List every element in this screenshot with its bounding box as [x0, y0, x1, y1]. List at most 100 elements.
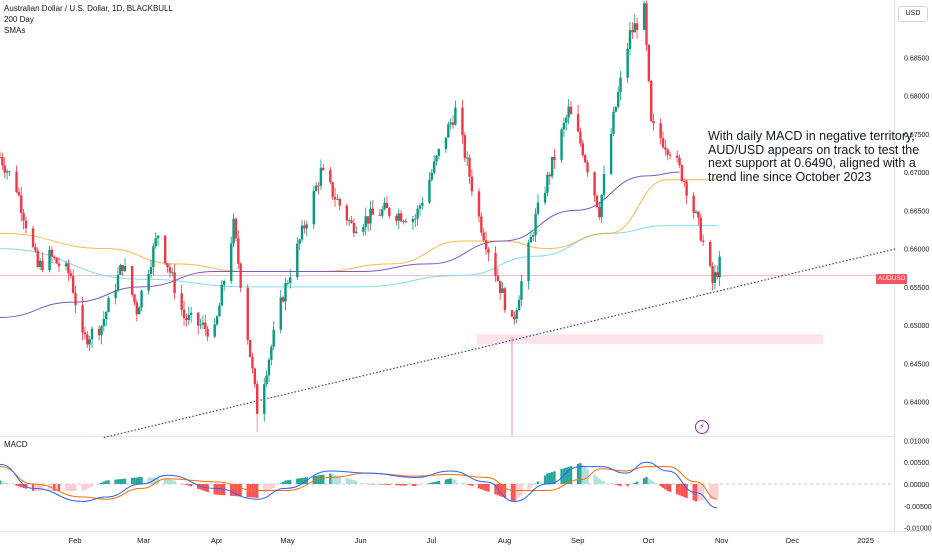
candle-body — [461, 107, 464, 136]
candle-body — [152, 246, 155, 268]
candle-body — [199, 324, 202, 326]
candle-body — [355, 231, 358, 233]
macd-histogram-bar — [0, 480, 2, 484]
candle-body — [201, 322, 205, 325]
candle-body — [494, 252, 497, 276]
candle-body — [569, 106, 573, 115]
macd-histogram-bar — [628, 484, 632, 486]
macd-histogram-bar — [199, 484, 202, 490]
macd-histogram-bar — [496, 484, 500, 496]
macd-histogram-bar — [22, 484, 25, 488]
candle-body — [338, 199, 341, 206]
price-tick-label: 0.65000 — [904, 323, 929, 330]
candle-body — [24, 220, 28, 229]
candle-body — [147, 273, 150, 291]
macd-histogram-bar — [187, 484, 190, 486]
macd-histogram-bar — [388, 484, 391, 485]
currency-button[interactable]: USD — [898, 6, 928, 22]
macd-panel-label[interactable]: MACD — [4, 440, 28, 449]
macd-histogram-bar — [583, 466, 587, 484]
macd-histogram-bar — [88, 484, 91, 488]
time-tick-label: Nov — [715, 536, 729, 545]
macd-histogram-bar — [461, 482, 464, 484]
candle-body — [352, 222, 356, 233]
indicator-200-day[interactable]: 200 Day — [4, 15, 34, 24]
macd-histogram-bar — [546, 473, 549, 484]
macd-histogram-bar — [182, 484, 186, 485]
macd-histogram-bar — [614, 484, 618, 485]
price-tick-label: 0.68500 — [904, 55, 929, 62]
macd-histogram-bar — [470, 484, 474, 486]
macd-histogram-bar — [338, 476, 341, 484]
macd-histogram-bar — [67, 484, 70, 491]
macd-histogram-bar — [418, 484, 422, 486]
candle-body — [664, 147, 667, 150]
candle-body — [503, 288, 507, 311]
candle-body — [501, 288, 504, 294]
price-tick-label: 0.68000 — [904, 94, 929, 101]
macd-histogram-bar — [173, 480, 176, 484]
macd-histogram-bar — [1, 481, 4, 484]
macd-histogram-bar — [74, 484, 77, 491]
candle-body — [289, 277, 292, 283]
candle-body — [251, 357, 254, 369]
candle-body — [616, 92, 620, 107]
candle-body — [666, 149, 669, 155]
candle-body — [463, 135, 467, 159]
macd-histogram-bar — [138, 477, 141, 484]
chart-annotation: With daily MACD in negative territory, A… — [708, 129, 919, 184]
candle-body — [430, 172, 433, 180]
candle-body — [300, 225, 304, 240]
candle-body — [20, 195, 23, 213]
macd-histogram-bar — [661, 484, 665, 488]
candle-body — [34, 246, 37, 251]
macd-histogram-bar — [529, 484, 533, 488]
candle-body — [220, 284, 223, 306]
candle-body — [336, 199, 339, 200]
candle-body — [480, 216, 483, 233]
macd-histogram-bar — [668, 484, 672, 492]
candle-body — [619, 77, 622, 93]
time-tick-label: 2025 — [857, 536, 874, 545]
candle-body — [451, 122, 455, 125]
candle-body — [612, 111, 615, 134]
macd-histogram-bar — [130, 477, 134, 484]
macd-histogram-bar — [532, 484, 535, 486]
macd-histogram-bar — [680, 484, 684, 497]
macd-histogram-bar — [20, 484, 23, 488]
indicator-smas[interactable]: SMAs — [4, 26, 26, 35]
macd-histogram-bar — [348, 478, 351, 484]
symbol-title[interactable]: Australian Dollar / U.S. Dollar, 1D, BLA… — [4, 4, 173, 13]
macd-histogram-bar — [364, 483, 367, 484]
macd-histogram-bar — [185, 484, 188, 485]
candle-body — [265, 375, 268, 385]
candle-body — [364, 216, 367, 228]
time-tick-label: Mar — [137, 536, 150, 545]
macd-histogram-bar — [562, 468, 566, 484]
macd-histogram-bar — [536, 481, 540, 484]
candle-body — [71, 276, 75, 293]
candle-body — [74, 292, 77, 306]
macd-histogram-bar — [86, 484, 89, 489]
macd-histogram-bar — [520, 484, 523, 496]
candle-body — [586, 162, 589, 173]
macd-histogram-bar — [635, 481, 639, 484]
candle-body — [116, 274, 120, 291]
candle-body — [692, 195, 695, 213]
candle-body — [248, 339, 252, 358]
candle-body — [369, 208, 372, 224]
macd-histogram-bar — [395, 484, 398, 486]
candle-body — [397, 213, 400, 221]
candle-body — [399, 213, 403, 222]
macd-tick-label: 0.01000 — [904, 438, 929, 445]
lightning-icon[interactable]: ⚡ — [695, 420, 709, 434]
candle-body — [135, 302, 139, 315]
candle-body — [404, 221, 408, 223]
candle-body — [53, 256, 56, 258]
macd-histogram-bar — [104, 480, 108, 484]
candle-body — [180, 293, 183, 310]
candle-body — [642, 3, 646, 30]
macd-histogram-bar — [239, 484, 242, 497]
